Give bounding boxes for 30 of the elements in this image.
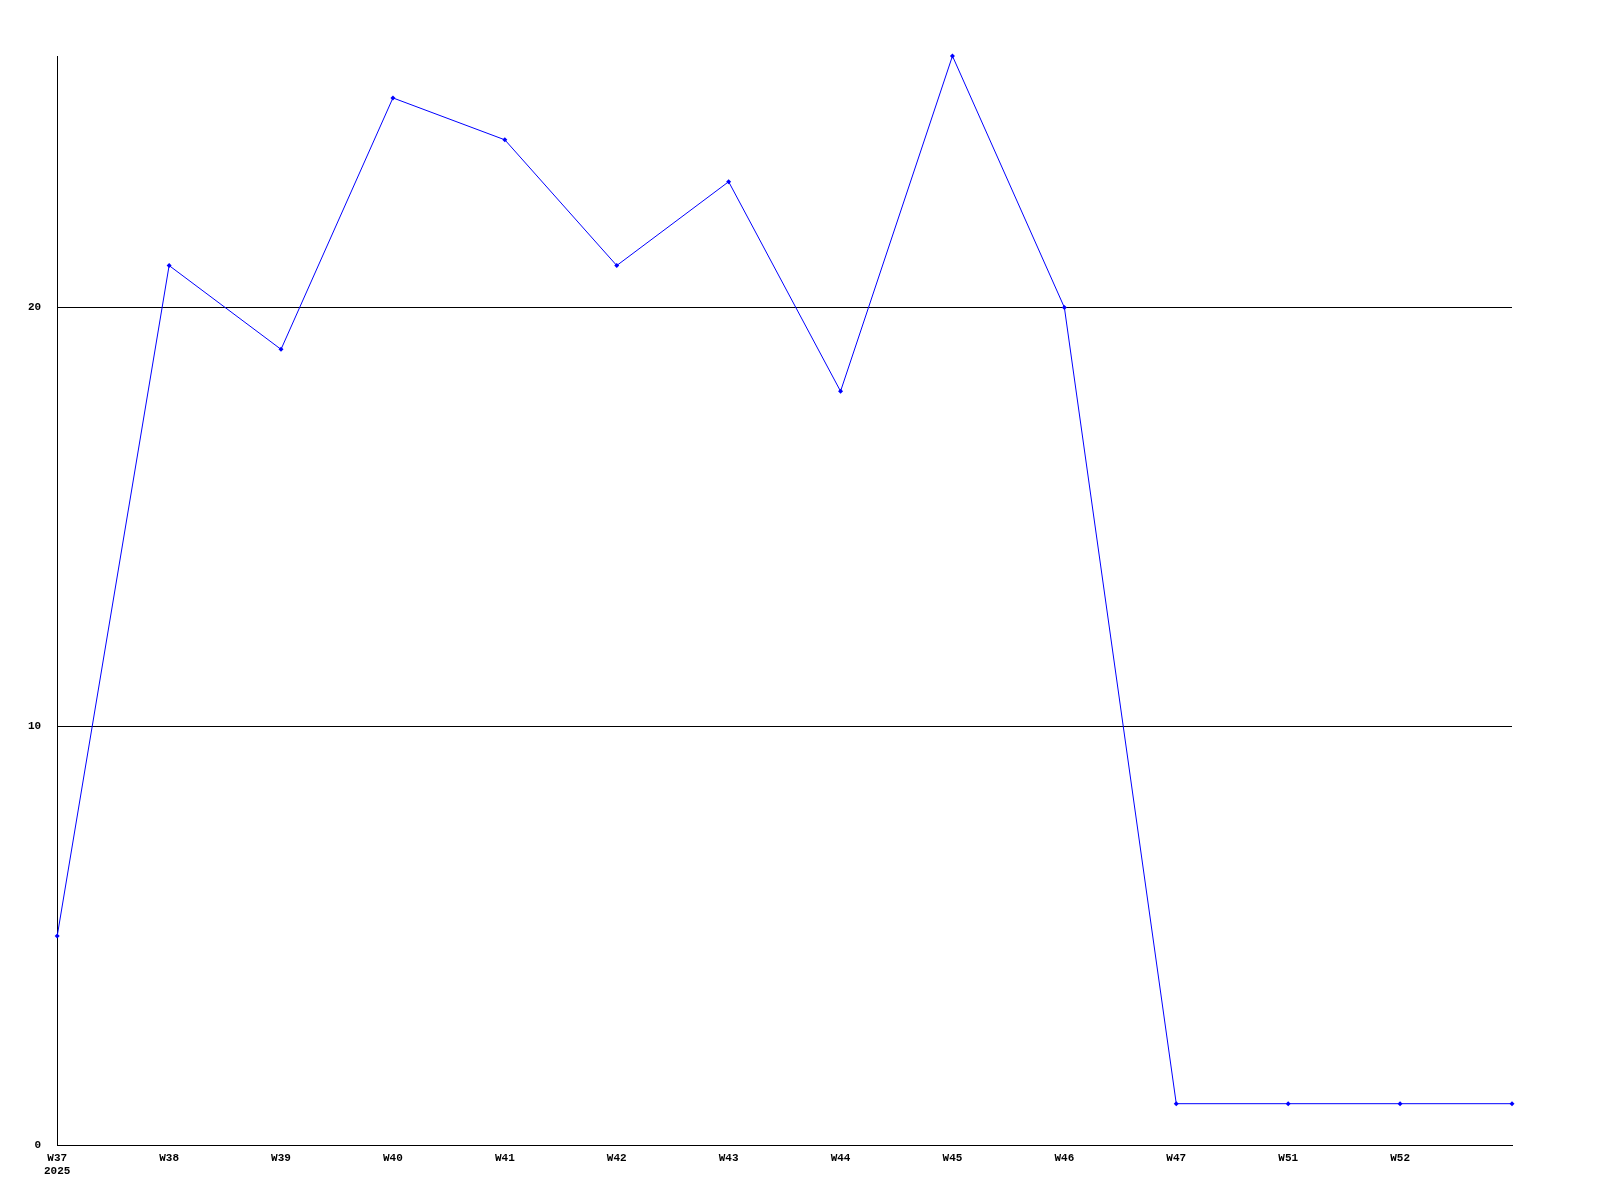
x-tick-label: W44: [830, 1151, 851, 1164]
point: [278, 346, 284, 352]
point: [838, 388, 844, 394]
x-tick-label: W37 2025: [44, 1151, 71, 1178]
point: [1285, 1101, 1291, 1107]
x-tick-label: W41: [494, 1151, 516, 1164]
point: [1509, 1101, 1515, 1107]
point: [614, 263, 620, 269]
x-tick-label: W40: [383, 1151, 403, 1164]
point: [1061, 304, 1067, 310]
point: [1397, 1101, 1403, 1107]
x-tick-label: W46: [1054, 1151, 1075, 1164]
point: [390, 95, 396, 101]
x-tick-label: W47: [1166, 1151, 1187, 1164]
x-tick-label: W45: [942, 1151, 963, 1164]
x-tick-label: W43: [718, 1151, 739, 1164]
x-tick-label: W52: [1390, 1151, 1410, 1164]
x-tick-label: W38: [159, 1151, 180, 1164]
point: [726, 179, 732, 185]
x-tick-label: W51: [1278, 1151, 1299, 1164]
point: [166, 263, 172, 269]
point: [502, 137, 508, 143]
x-tick-label: W42: [606, 1151, 627, 1164]
x-tick-label: W39: [271, 1151, 291, 1164]
point: [54, 933, 60, 939]
y-tick-label: 0: [34, 1139, 42, 1152]
y-tick-label: 10: [28, 720, 42, 733]
point: [1173, 1101, 1179, 1107]
point: [949, 53, 955, 59]
y-tick-label: 20: [28, 301, 42, 314]
